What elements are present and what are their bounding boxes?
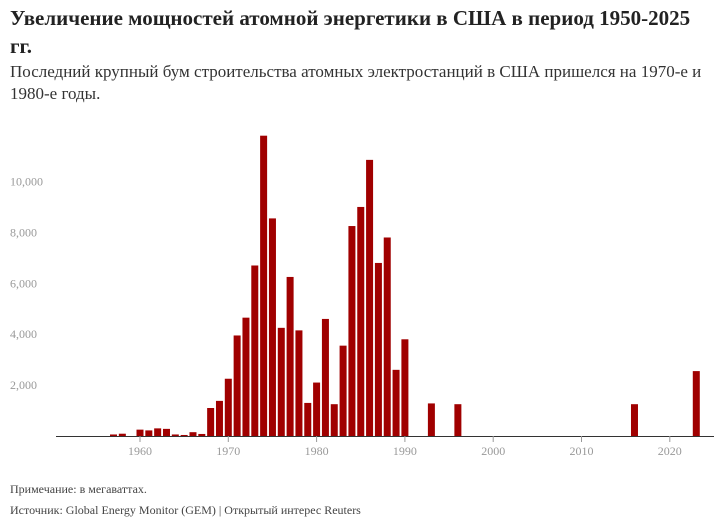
x-tick-label: 1970 <box>216 444 240 458</box>
bar-1989 <box>392 369 400 436</box>
x-tick-label: 2010 <box>570 444 594 458</box>
bar-1983 <box>339 345 347 436</box>
bar-1961 <box>145 430 153 436</box>
bar-1963 <box>162 428 170 436</box>
bar-1960 <box>136 429 144 436</box>
bar-1976 <box>277 327 285 436</box>
bar-1973 <box>251 265 259 437</box>
bar-2023 <box>692 371 700 436</box>
y-tick-label: 2,000 <box>10 378 37 392</box>
chart-subtitle: Последний крупный бум строительства атом… <box>10 62 702 103</box>
bar-1957 <box>110 434 118 436</box>
y-tick-label: 6,000 <box>10 276 37 290</box>
x-tick-label: 1960 <box>128 444 152 458</box>
x-tick-label: 2020 <box>658 444 682 458</box>
footnote: Примечание: в мегаваттах. <box>10 482 147 496</box>
bar-1987 <box>374 262 382 436</box>
bar-2016 <box>630 404 638 436</box>
bar-1977 <box>286 276 294 436</box>
bar-1982 <box>330 404 338 436</box>
x-axis-ticks: 1960 1970 1980 1990 2000 2010 2020 <box>128 436 682 458</box>
x-tick-label: 1980 <box>305 444 329 458</box>
x-tick-label: 1990 <box>393 444 417 458</box>
bar-1971 <box>233 335 241 436</box>
bar-1985 <box>357 206 365 436</box>
bar-1964 <box>171 434 179 436</box>
bar-1975 <box>268 218 276 436</box>
y-tick-label: 4,000 <box>10 327 37 341</box>
x-tick-label: 2000 <box>481 444 505 458</box>
bar-1972 <box>242 317 250 436</box>
bar-1996 <box>454 404 462 436</box>
y-axis-ticks: 2,000 4,000 6,000 8,000 10,000 <box>10 175 43 393</box>
bar-1990 <box>401 339 409 436</box>
bar-1974 <box>260 135 268 436</box>
bar-1993 <box>427 403 435 436</box>
y-tick-label: 10,000 <box>10 175 43 189</box>
bar-1978 <box>295 330 303 436</box>
bar-1967 <box>198 433 206 436</box>
bar-1988 <box>383 237 391 436</box>
bar-1966 <box>189 432 197 436</box>
bar-1980 <box>313 382 321 437</box>
bar-1984 <box>348 226 356 436</box>
bar-1962 <box>154 428 162 436</box>
chart-title: Увеличение мощностей атомной энергетики … <box>10 6 691 58</box>
bar-1981 <box>321 318 329 436</box>
bar-1958 <box>118 433 126 436</box>
source-line: Источник: Global Energy Monitor (GEM) | … <box>10 503 361 517</box>
bars-group <box>110 135 700 437</box>
bar-1986 <box>366 159 374 436</box>
bar-1968 <box>207 408 215 436</box>
bar-1969 <box>215 400 223 436</box>
bar-1979 <box>304 402 312 437</box>
bar-1970 <box>224 378 232 436</box>
y-tick-label: 8,000 <box>10 225 37 239</box>
bar-1965 <box>180 434 188 436</box>
